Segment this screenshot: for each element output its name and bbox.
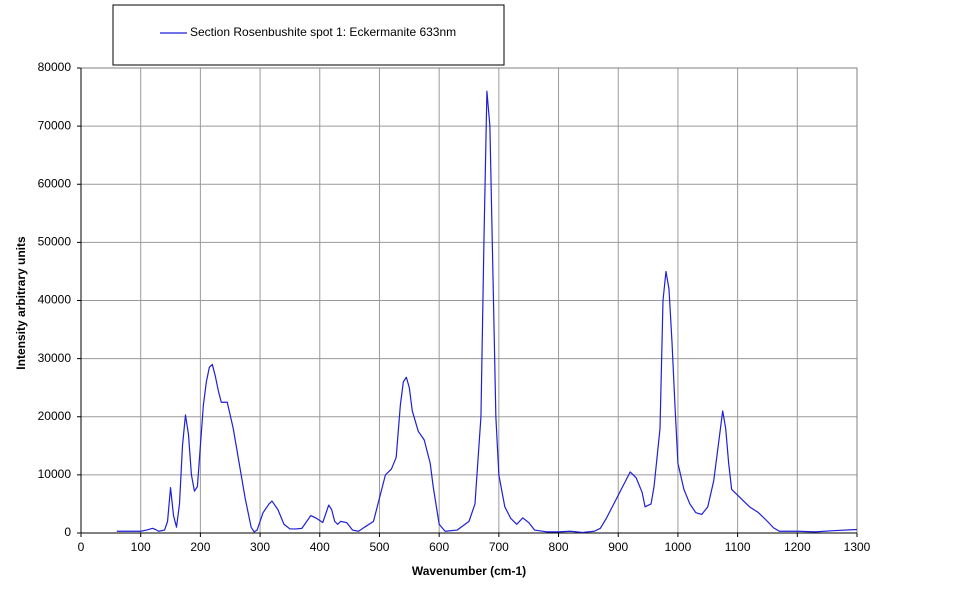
x-tick-label: 300 [250,540,270,554]
x-tick-label: 500 [369,540,389,554]
y-tick-label: 70000 [38,118,72,132]
y-tick-label: 80000 [38,60,72,74]
y-axis-title: Intensity arbitrary units [14,236,28,370]
x-tick-label: 0 [78,540,85,554]
x-tick-label: 900 [608,540,628,554]
x-tick-label: 1200 [784,540,811,554]
legend-box [112,4,505,66]
x-tick-label: 200 [190,540,210,554]
legend-label: Section Rosenbushite spot 1: Eckermanite… [190,25,456,39]
x-axis-title: Wavenumber (cm-1) [412,564,526,578]
x-tick-label: 600 [429,540,449,554]
x-tick-label: 700 [489,540,509,554]
x-tick-label: 800 [549,540,569,554]
y-tick-label: 60000 [38,176,72,190]
y-tick-label: 40000 [38,293,72,307]
x-tick-label: 400 [310,540,330,554]
x-tick-label: 1300 [844,540,871,554]
y-tick-label: 50000 [38,235,72,249]
y-tick-label: 30000 [38,351,72,365]
x-tick-label: 1000 [665,540,692,554]
y-tick-label: 20000 [38,409,72,423]
x-tick-label: 1100 [725,540,751,554]
y-tick-label: 10000 [38,467,72,481]
y-tick-label: 0 [64,525,71,539]
series-line [116,90,858,534]
x-tick-label: 100 [131,540,151,554]
